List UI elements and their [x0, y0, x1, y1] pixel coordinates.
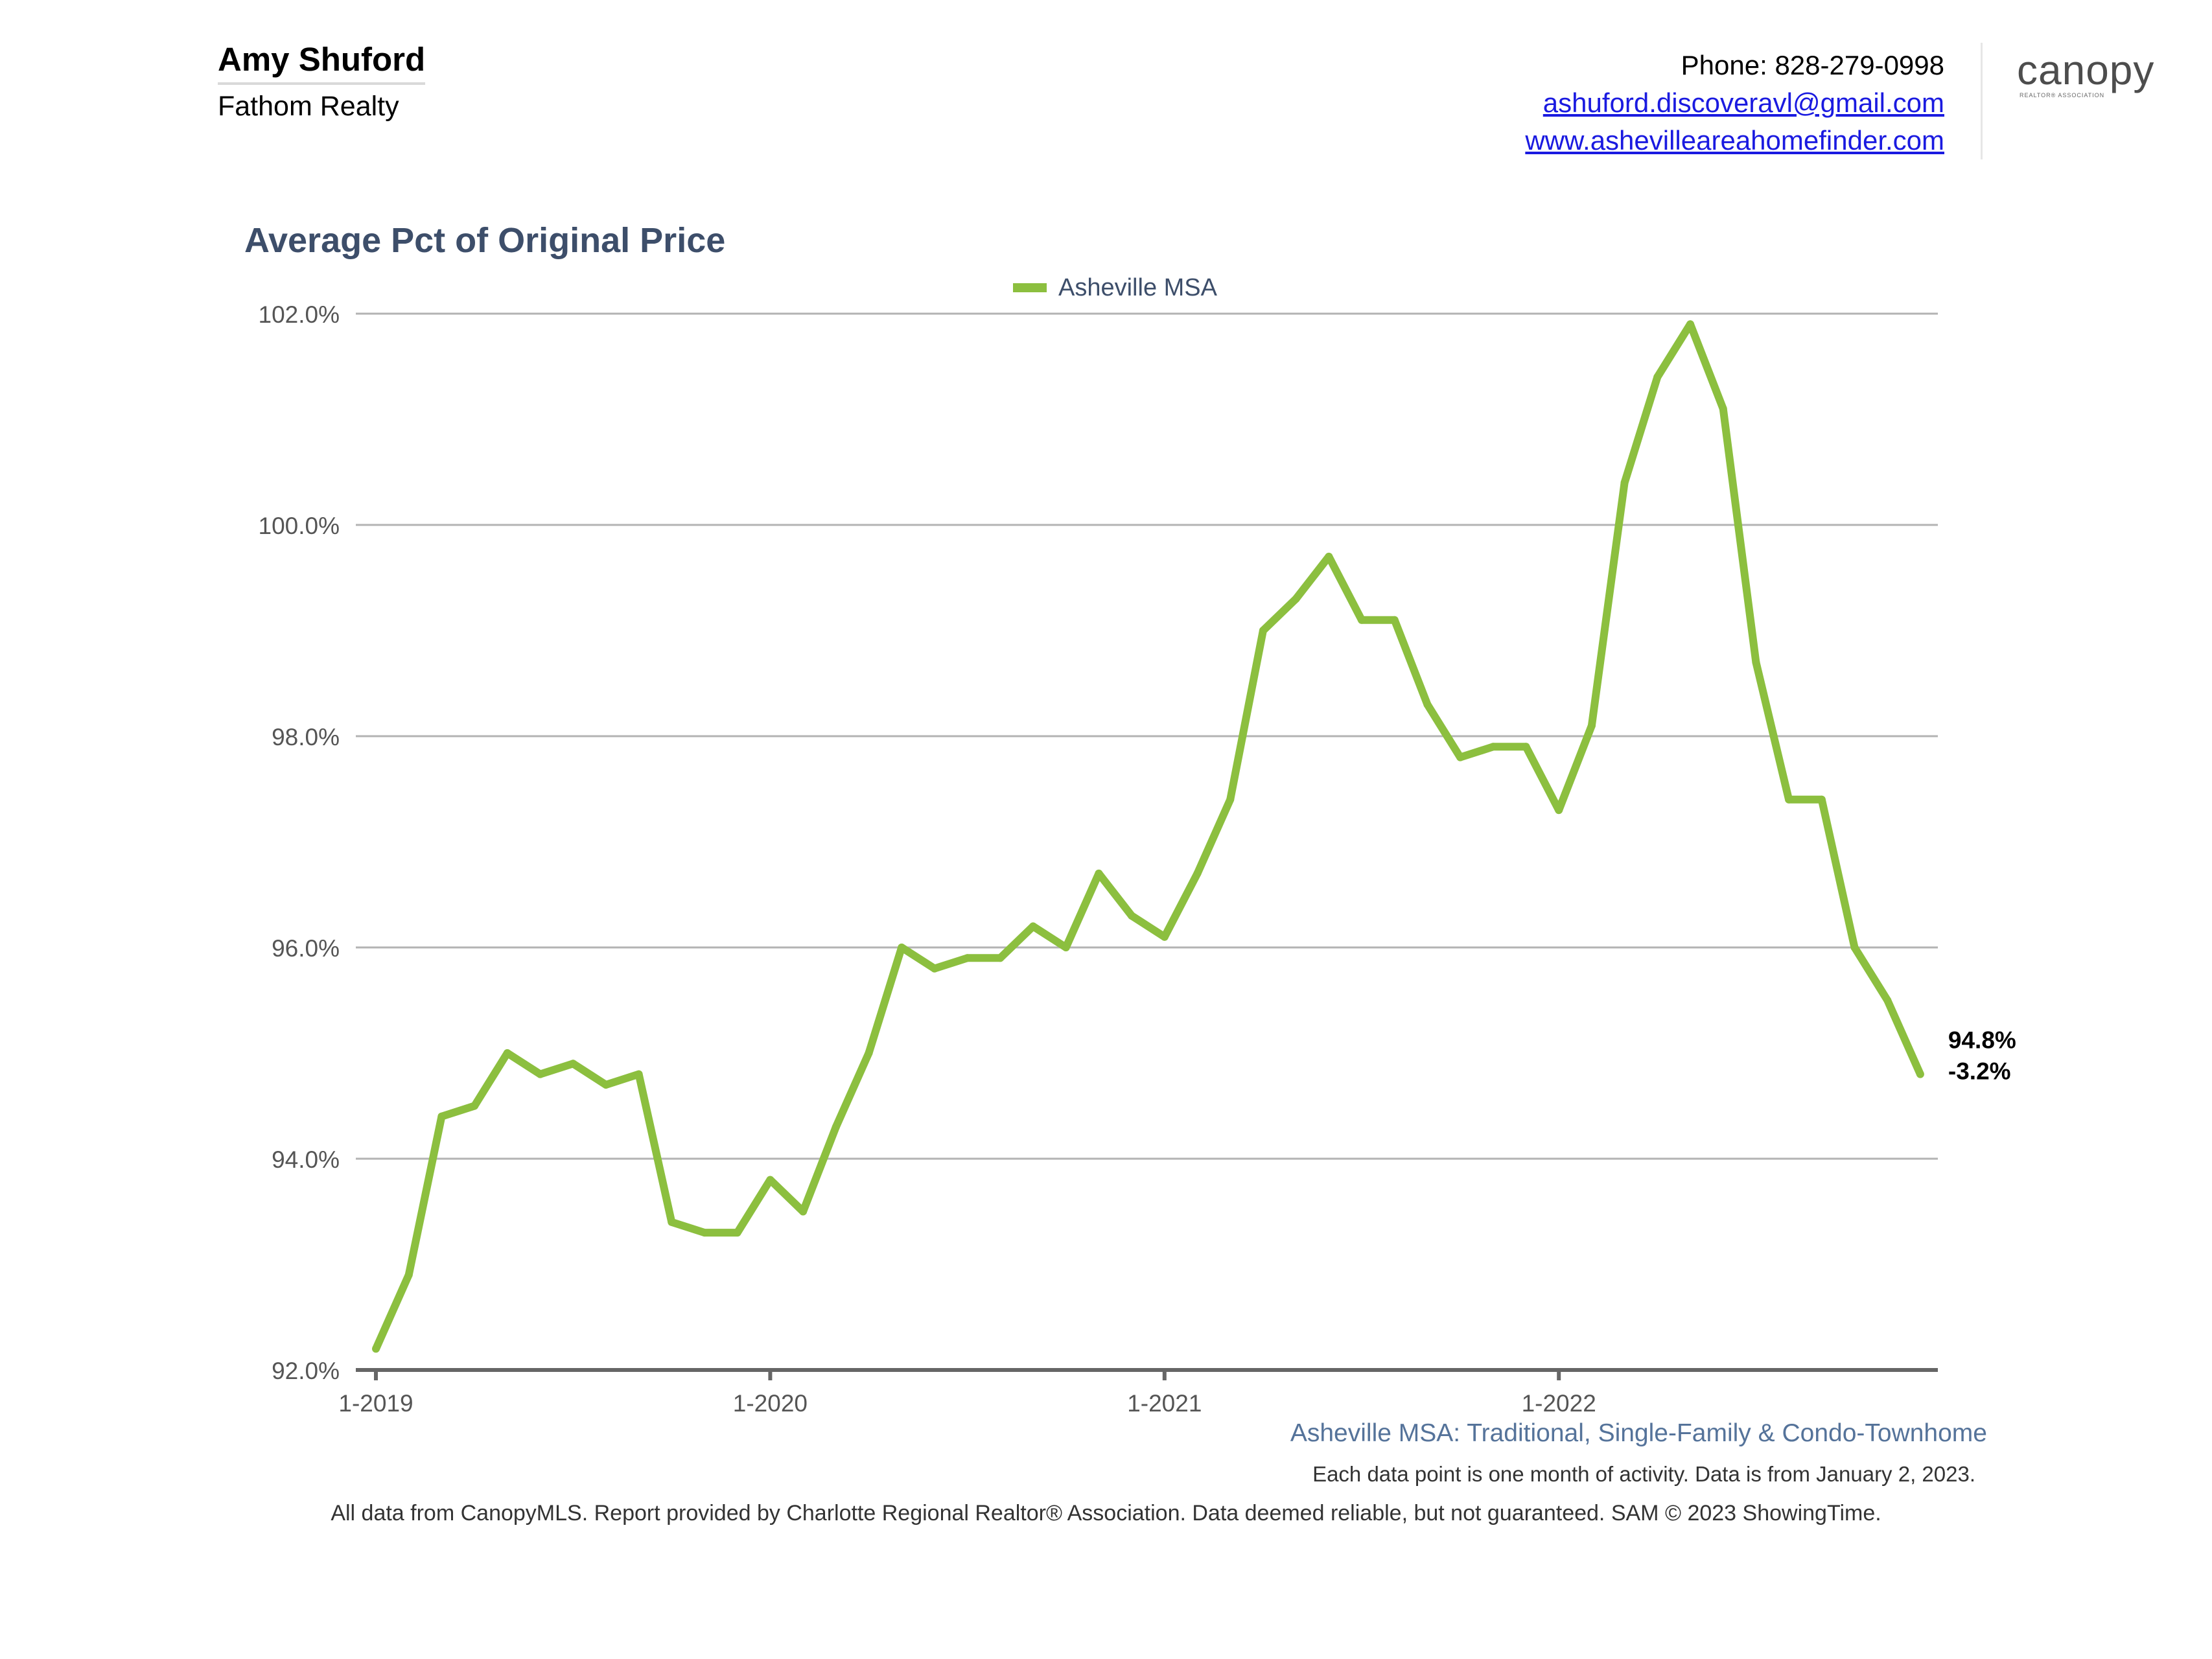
chart-subtitle: Asheville MSA: Traditional, Single-Famil…: [1290, 1419, 1987, 1447]
data-point: [1752, 658, 1760, 666]
agent-name: Amy Shuford: [218, 43, 426, 85]
chart-title: Average Pct of Original Price: [244, 221, 726, 260]
data-point: [536, 1070, 544, 1078]
data-point: [1423, 701, 1432, 709]
agent-company: Fathom Realty: [218, 91, 399, 122]
data-point: [733, 1229, 741, 1237]
data-point: [1456, 753, 1465, 761]
data-point: [372, 1345, 380, 1353]
data-point: [1292, 595, 1300, 603]
y-tick-label: 94.0%: [272, 1146, 340, 1173]
data-point: [1062, 944, 1070, 951]
contact-email-link[interactable]: ashuford.discoveravl@gmail.com: [1543, 87, 1944, 118]
data-point: [1555, 806, 1563, 815]
data-point: [503, 1049, 511, 1057]
data-point: [766, 1176, 774, 1184]
data-point: [865, 1049, 873, 1057]
data-point: [1719, 404, 1727, 413]
canopy-logo: canopy REALTOR® ASSOCIATION: [2017, 49, 2160, 101]
data-point: [1620, 478, 1629, 487]
data-point: [437, 1112, 446, 1120]
x-tick-label: 1-2022: [1522, 1390, 1596, 1417]
y-tick-label: 96.0%: [272, 935, 340, 962]
data-point: [1587, 721, 1596, 730]
legend-label: Asheville MSA: [1058, 274, 1218, 301]
data-point: [1785, 795, 1793, 804]
data-point: [1522, 743, 1530, 751]
data-point: [1686, 320, 1694, 329]
data-point: [1817, 795, 1826, 804]
y-tick-label: 92.0%: [272, 1358, 340, 1384]
logo-subtext: REALTOR® ASSOCIATION: [2020, 92, 2105, 99]
data-point: [963, 954, 972, 962]
data-point: [1160, 933, 1169, 941]
agent-block: Amy Shuford Fathom Realty: [218, 43, 426, 122]
data-point: [832, 1123, 840, 1131]
end-annotation: 94.8% -3.2%: [1948, 1027, 2016, 1085]
data-point: [404, 1271, 413, 1279]
y-tick-label: 102.0%: [259, 301, 340, 328]
data-point: [996, 954, 1005, 962]
y-tick-label: 98.0%: [272, 724, 340, 750]
data-point: [1193, 869, 1202, 877]
x-tick-label: 1-2021: [1127, 1390, 1202, 1417]
series-line-asheville-msa: [372, 320, 1924, 1351]
data-point: [1390, 616, 1399, 624]
data-point: [930, 964, 938, 973]
x-tick-label: 1-2020: [733, 1390, 808, 1417]
data-point: [1489, 743, 1497, 751]
data-point: [1916, 1070, 1924, 1078]
data-point: [1653, 373, 1662, 381]
contact-phone: Phone: 828-279-0998: [1681, 50, 1944, 80]
data-point: [898, 944, 906, 951]
data-point: [1850, 944, 1859, 951]
contact-block: Phone: 828-279-0998 ashuford.discoveravl…: [1525, 47, 1944, 159]
data-credit: All data from CanopyMLS. Report provided…: [331, 1501, 1881, 1526]
y-tick-label: 100.0%: [259, 513, 340, 539]
grid-layer: [356, 312, 1938, 1160]
data-point: [1128, 912, 1136, 920]
end-value-label: 94.8%: [1948, 1027, 2016, 1054]
data-point: [799, 1207, 808, 1216]
data-point: [471, 1102, 479, 1110]
data-point: [668, 1218, 676, 1226]
data-point: [1259, 627, 1267, 634]
data-point: [1325, 552, 1333, 561]
data-point: [569, 1060, 577, 1068]
data-point: [1883, 996, 1892, 1004]
data-point: [1029, 922, 1037, 931]
data-point: [601, 1080, 610, 1089]
header-divider: [1981, 43, 1983, 159]
end-change-label: -3.2%: [1948, 1058, 2011, 1085]
contact-website-link[interactable]: www.ashevilleareahomefinder.com: [1525, 125, 1944, 156]
legend: Asheville MSA: [1013, 274, 1218, 301]
logo-text: canopy: [2017, 47, 2155, 93]
axis-layer: 92.0% 94.0% 96.0% 98.0% 100.0% 102.0% 1-2019 1-…: [259, 301, 1938, 1417]
data-point: [701, 1229, 708, 1237]
data-point: [1226, 795, 1235, 804]
data-point: [1095, 869, 1103, 877]
x-tick-label: 1-2019: [338, 1390, 413, 1417]
series-layer: [372, 320, 1924, 1353]
data-note: Each data point is one month of activity…: [1312, 1462, 1975, 1486]
data-point: [1358, 616, 1366, 624]
data-point: [634, 1070, 643, 1078]
